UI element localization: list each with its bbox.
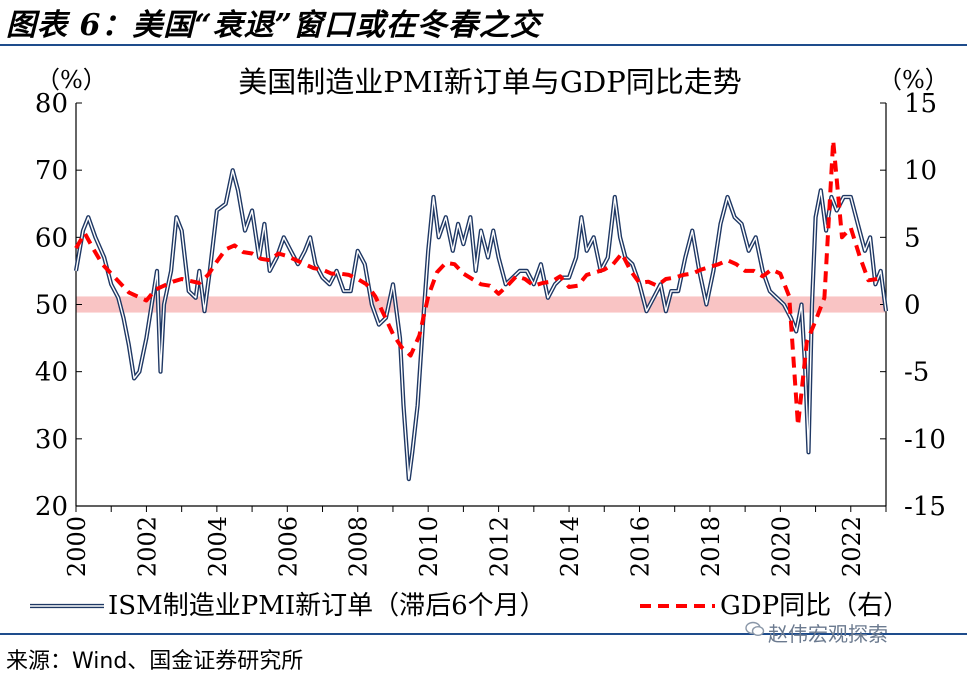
pmi-series-line	[73, 168, 889, 482]
watermark: 赵伟宏观探索	[768, 622, 888, 646]
left-tick-label: 50	[35, 291, 68, 321]
wechat-icon	[745, 621, 765, 637]
x-tick-label: 2012	[486, 516, 514, 577]
x-tick-label: 2020	[767, 516, 795, 577]
figure-title: 图表 6：美国“衰退”窗口或在冬春之交	[6, 8, 541, 43]
gdp-series-line	[74, 138, 878, 428]
pmi-series-inner	[75, 169, 887, 480]
right-tick-label: -15	[904, 492, 946, 522]
right-axis-unit: （%）	[878, 66, 949, 94]
left-tick-label: 60	[35, 223, 68, 253]
right-tick-label: 15	[904, 89, 937, 119]
right-tick-label: 10	[904, 156, 937, 186]
source-divider	[0, 633, 967, 635]
legend: ISM制造业PMI新订单（滞后6个月） GDP同比（右）	[30, 591, 909, 621]
right-tick-label: 5	[904, 223, 921, 253]
left-tick-label: 40	[35, 358, 68, 388]
x-tick-label: 2016	[626, 516, 654, 577]
threshold-band-rect	[76, 296, 886, 313]
x-tick-label: 2014	[556, 516, 584, 577]
axis-labels: 20 30 40 50 60 70 80 -15 -10 -5 0 5 10 15 2000 2002 2004…	[35, 89, 946, 577]
legend-gdp-label: GDP同比（右）	[720, 591, 909, 621]
right-tick-label: -5	[904, 358, 929, 388]
x-tick-label: 2018	[697, 516, 725, 577]
series-layer	[73, 138, 889, 482]
right-tick-label: 0	[904, 291, 921, 321]
chart-title: 美国制造业PMI新订单与GDP同比走势	[238, 65, 742, 99]
title-divider	[0, 44, 967, 46]
x-tick-label: 2010	[415, 516, 443, 577]
left-tick-label: 30	[35, 425, 68, 455]
x-tick-label: 2004	[204, 516, 232, 577]
x-tick-label: 2002	[133, 516, 161, 577]
left-tick-label: 70	[35, 156, 68, 186]
source-note: 来源：Wind、国金证券研究所	[6, 649, 304, 674]
legend-pmi-label: ISM制造业PMI新订单（滞后6个月）	[108, 591, 546, 621]
x-tick-label: 2000	[63, 516, 91, 577]
threshold-band	[76, 296, 886, 313]
chart: 20 30 40 50 60 70 80 -15 -10 -5 0 5 10 15 2000 2002 2004…	[30, 65, 949, 621]
left-tick-label: 20	[35, 492, 68, 522]
right-tick-label: -10	[904, 425, 946, 455]
x-tick-label: 2008	[345, 516, 373, 577]
left-tick-label: 80	[35, 89, 68, 119]
left-axis-unit: （%）	[36, 66, 107, 94]
x-tick-label: 2006	[274, 516, 302, 577]
x-tick-label: 2022	[838, 516, 866, 577]
